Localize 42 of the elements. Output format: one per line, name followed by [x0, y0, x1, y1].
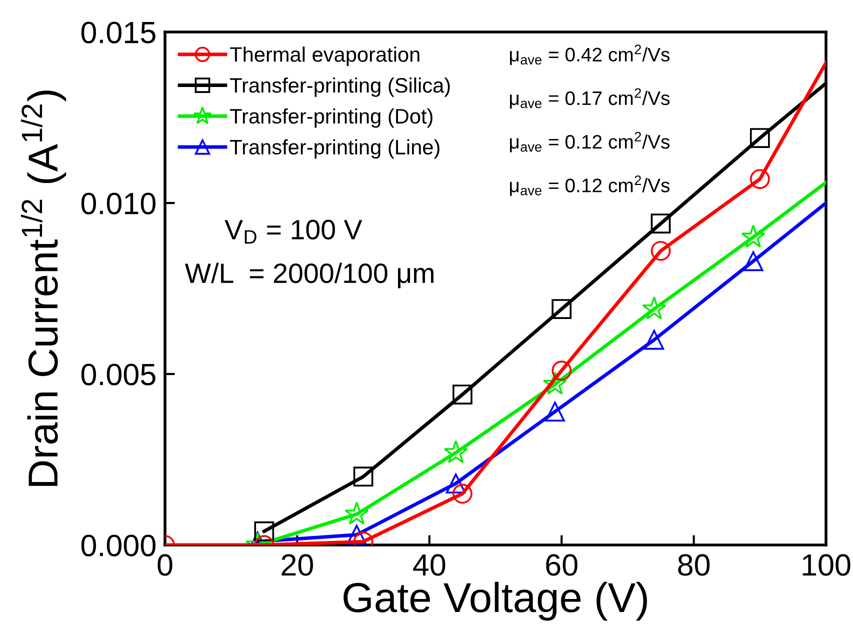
y-tick-label: 0.005 [81, 364, 156, 386]
point [545, 402, 565, 422]
point [644, 330, 664, 350]
point [552, 299, 572, 319]
x-tick-label: 60 [546, 554, 578, 576]
y-tick-label: 0.015 [81, 22, 156, 44]
annotation: μ$_{ave}$ = 0.42 cm$^{2}$/Vs [510, 44, 670, 66]
point [346, 524, 367, 545]
point [743, 251, 764, 272]
point [642, 296, 666, 320]
point [750, 128, 770, 148]
x-tick-label: 80 [678, 554, 710, 576]
point [650, 240, 671, 261]
point [353, 466, 374, 487]
legend-label: Transfer-printing (Dot) [230, 108, 432, 128]
y-tick-label: 0.010 [81, 192, 156, 214]
point [552, 360, 572, 381]
point [750, 169, 770, 189]
point [254, 521, 274, 542]
legend-label: Transfer-printing (Line) [230, 139, 440, 159]
y-tick-label: 0.000 [81, 534, 156, 556]
point [452, 384, 472, 404]
annotation: W/L = 2000/100 μm [184, 262, 434, 288]
point [452, 484, 472, 504]
point [446, 474, 466, 494]
x-tick-label: 100 [802, 554, 850, 576]
legend-label: Thermal evaporation [230, 46, 420, 66]
x-tick-label: 20 [282, 554, 313, 576]
annotation: μ$_{ave}$ = 0.17 cm$^{2}$/Vs [510, 88, 670, 109]
x-tick-label: 0 [158, 554, 172, 576]
point [344, 502, 369, 525]
legend-label: Transfer-printing (Silica) [230, 77, 450, 97]
annotation: μ$_{ave}$ = 0.12 cm$^{2}$/Vs [510, 132, 670, 152]
y-axis-title: Drain Current$^{1/2}$ (A$^{1/2}$) [20, 90, 66, 486]
x-tick-label: 40 [413, 554, 446, 576]
x-axis-title: Gate Voltage (V) [344, 582, 647, 621]
point [444, 440, 468, 464]
point [650, 214, 671, 234]
annotation: μ$_{ave}$ = 0.12 cm$^{2}$/Vs [510, 175, 670, 196]
point [741, 224, 766, 248]
annotation: V$_{D}$ = 100 V [224, 220, 362, 244]
point [542, 372, 568, 395]
